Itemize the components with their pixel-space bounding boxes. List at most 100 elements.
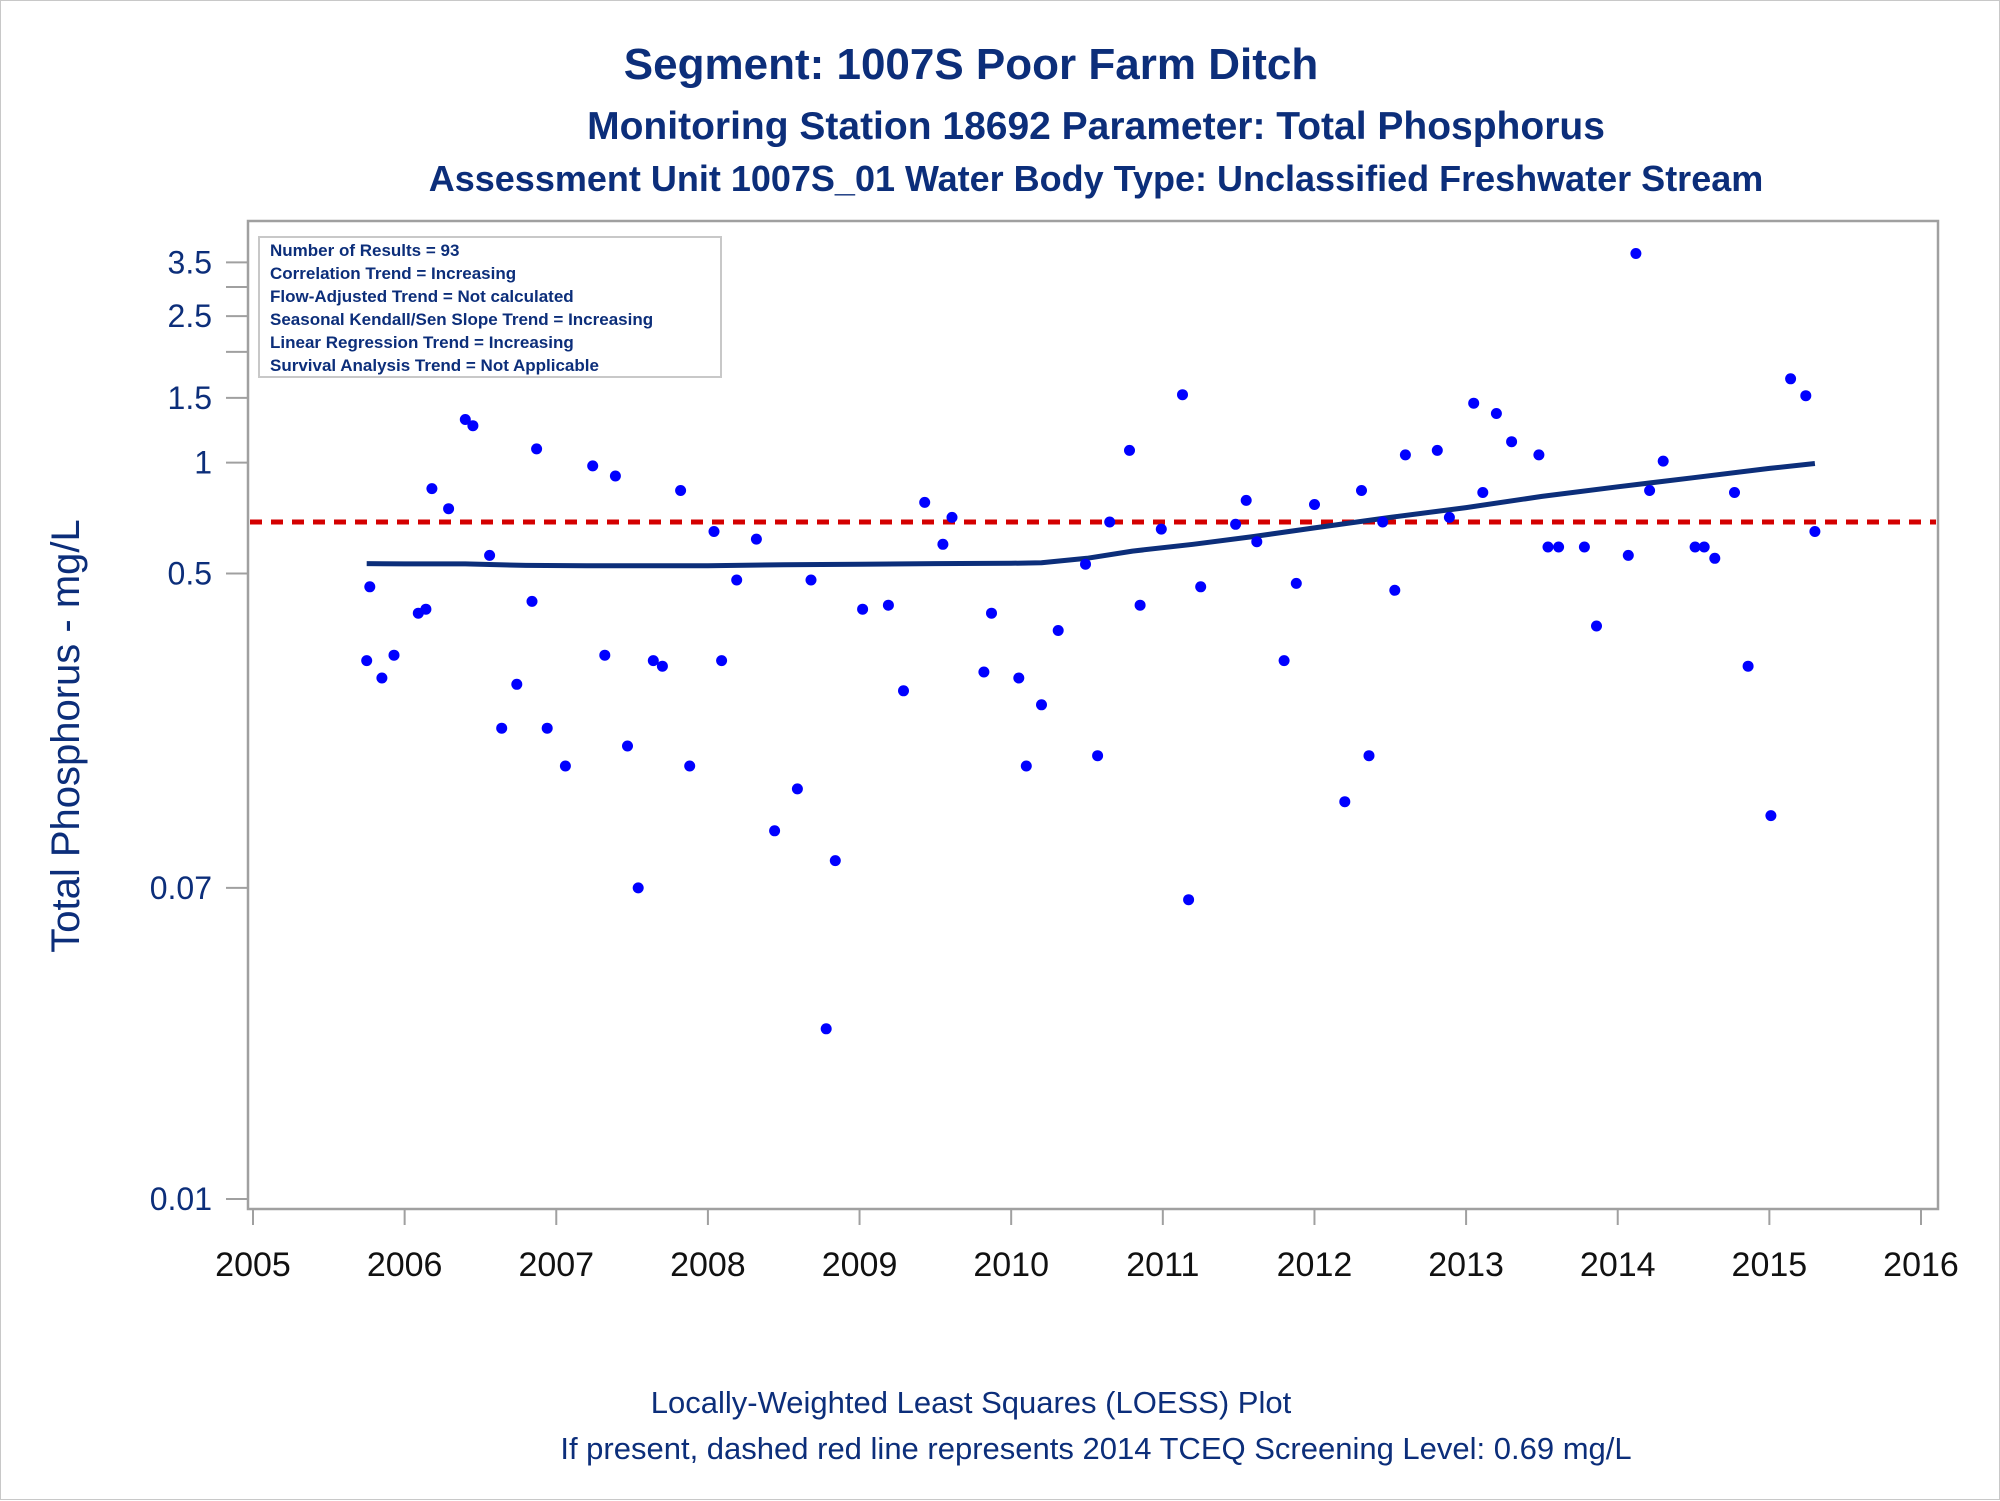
data-point <box>1443 511 1455 523</box>
data-point <box>587 460 599 472</box>
data-point <box>559 760 571 772</box>
data-point <box>541 722 553 734</box>
data-point <box>1698 541 1710 553</box>
data-point <box>1036 699 1047 711</box>
data-point <box>1290 577 1302 589</box>
data-point <box>978 666 990 678</box>
y-tick-label: 0.5 <box>168 555 212 591</box>
data-point <box>1377 516 1389 528</box>
y-tick-label: 3.5 <box>168 244 212 280</box>
data-point <box>1278 655 1290 667</box>
data-point <box>946 511 958 523</box>
data-point <box>526 595 538 607</box>
data-point <box>1578 541 1590 553</box>
data-point <box>1657 455 1669 467</box>
footer-line-1: Locally-Weighted Least Squares (LOESS) P… <box>651 1385 1292 1420</box>
data-point <box>857 603 869 615</box>
x-tick-label: 2007 <box>518 1246 594 1284</box>
data-point <box>511 678 523 690</box>
data-point <box>484 549 496 561</box>
data-points <box>361 248 1821 1035</box>
data-point <box>829 855 841 867</box>
x-tick-label: 2015 <box>1732 1246 1808 1284</box>
data-point <box>622 740 633 752</box>
data-point <box>1013 672 1025 684</box>
data-point <box>1765 810 1777 822</box>
data-point <box>898 685 909 697</box>
data-point <box>919 496 931 508</box>
x-tick-label: 2009 <box>822 1246 898 1284</box>
x-tick-label: 2005 <box>215 1246 291 1284</box>
data-point <box>632 882 644 894</box>
chart-subtitle: Monitoring Station 18692 Parameter: Tota… <box>587 105 1605 148</box>
data-point <box>1630 248 1642 259</box>
data-point <box>1689 541 1701 553</box>
data-point <box>1709 552 1721 564</box>
data-point <box>1542 541 1554 553</box>
stats-line: Linear Regression Trend = Increasing <box>270 333 574 352</box>
data-point <box>1809 526 1821 537</box>
data-point <box>1785 373 1797 385</box>
loess-layer <box>366 461 1816 569</box>
data-point <box>531 443 543 455</box>
data-point <box>1356 485 1367 496</box>
data-point <box>496 722 508 734</box>
data-point <box>1092 750 1104 762</box>
data-point <box>1490 408 1502 419</box>
data-point <box>1800 390 1812 402</box>
y-axis-label: Total Phosphorus - mg/L <box>44 519 88 953</box>
x-tick-label: 2006 <box>367 1246 443 1284</box>
data-point <box>1468 397 1480 409</box>
data-point <box>1309 499 1320 510</box>
data-point <box>1363 750 1375 762</box>
data-point <box>937 538 949 550</box>
loess-line <box>366 461 1816 569</box>
stats-box: Number of Results = 93 Correlation Trend… <box>258 236 722 378</box>
stats-line: Survival Analysis Trend = Not Applicable <box>270 356 599 375</box>
data-point <box>1389 584 1401 596</box>
data-point <box>805 574 817 586</box>
stats-line: Number of Results = 93 <box>270 241 459 260</box>
data-point <box>731 574 743 586</box>
data-point <box>708 526 720 537</box>
data-point <box>361 655 373 667</box>
y-tick-label: 0.01 <box>150 1181 212 1217</box>
y-tick-label: 0.07 <box>150 870 212 906</box>
data-point <box>609 470 621 482</box>
x-tick-label: 2010 <box>973 1246 1049 1284</box>
data-point <box>364 581 376 593</box>
data-point <box>716 655 728 667</box>
data-point <box>684 760 696 772</box>
x-tick-label: 2008 <box>670 1246 746 1284</box>
data-point <box>1124 444 1135 456</box>
data-point <box>1622 549 1634 561</box>
data-point <box>388 649 400 661</box>
stats-line: Correlation Trend = Increasing <box>270 264 516 283</box>
y-tick-label: 1 <box>194 445 212 481</box>
data-point <box>750 533 762 545</box>
data-point <box>882 599 894 611</box>
stats-line: Seasonal Kendall/Sen Slope Trend = Incre… <box>270 310 653 329</box>
data-point <box>1591 620 1602 632</box>
data-point <box>1506 436 1518 448</box>
data-point <box>1080 558 1091 570</box>
data-point <box>1183 894 1195 906</box>
data-point <box>1195 581 1207 593</box>
data-point <box>656 660 668 672</box>
data-point <box>1155 523 1167 535</box>
x-tick-label: 2011 <box>1126 1246 1199 1284</box>
data-point <box>1104 516 1116 528</box>
data-point <box>467 420 479 432</box>
data-point <box>1134 599 1146 611</box>
stats-box-border <box>258 236 722 378</box>
data-point <box>820 1023 832 1035</box>
data-point <box>769 825 781 837</box>
x-axis: 2005 2006 2007 2008 2009 2010 2011 2012 2013 2014… <box>215 1209 1959 1284</box>
y-axis: 0.01 0.07 0.5 1 1.5 2.5 3.5 <box>150 244 248 1217</box>
data-point <box>1052 625 1064 636</box>
data-point <box>675 485 687 496</box>
plot-area <box>246 219 1940 1211</box>
data-point <box>1533 449 1545 461</box>
data-point <box>1230 518 1242 530</box>
